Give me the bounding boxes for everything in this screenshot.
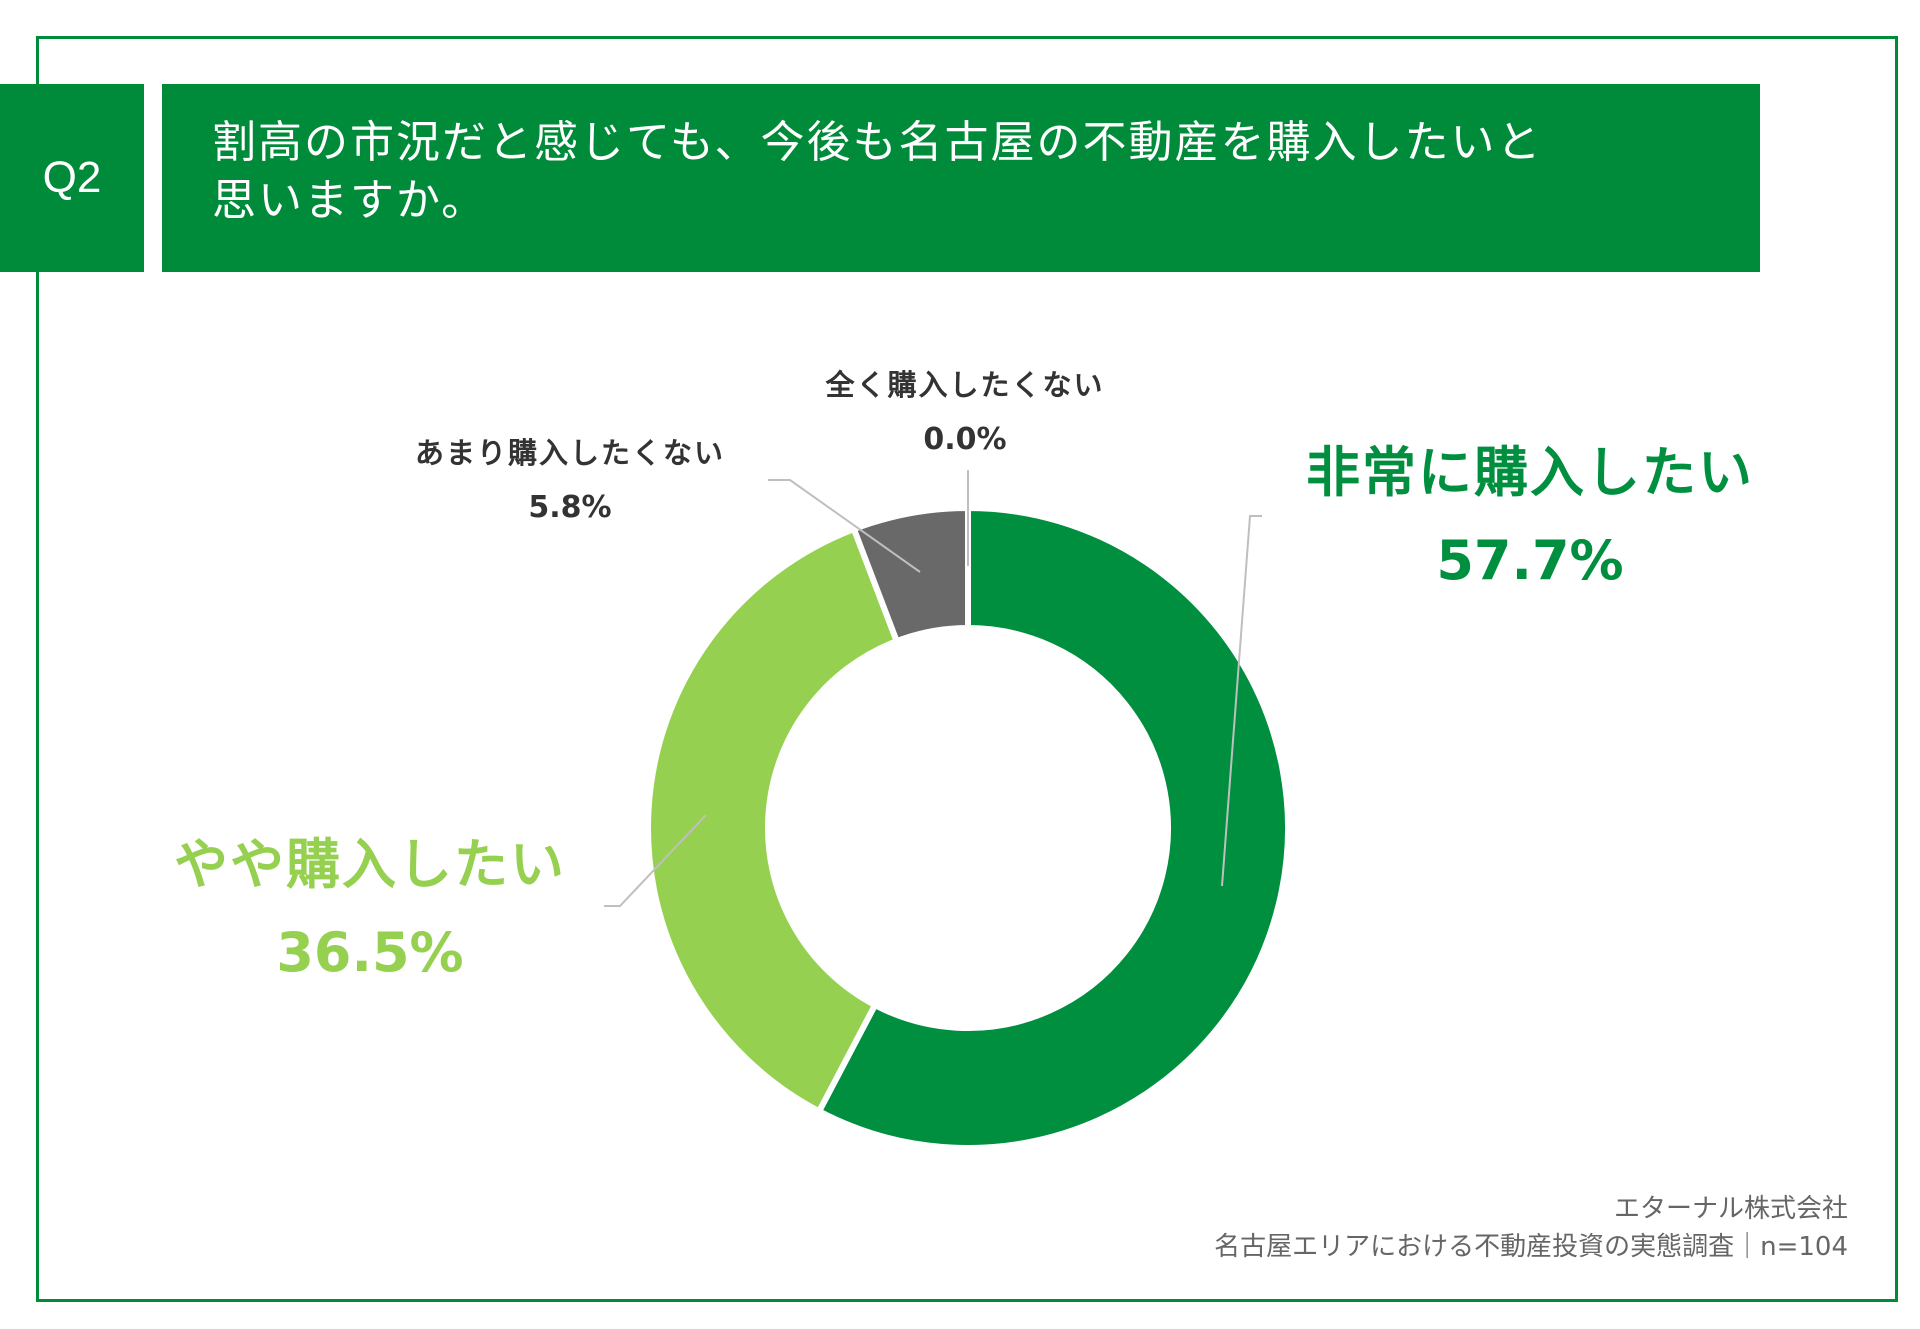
label-not-at-all: 全く購入したくない 0.0%	[790, 362, 1140, 457]
leader-not-much	[768, 479, 921, 573]
label-very-want-value: 57.7%	[1436, 529, 1624, 592]
label-very-want-name: 非常に購入したい	[1306, 441, 1754, 504]
question-title: 割高の市況だと感じても、今後も名古屋の不動産を購入したいと 思いますか。	[162, 84, 1760, 272]
label-somewhat-want-name: やや購入したい	[174, 833, 566, 896]
leader-very-want	[1221, 515, 1262, 887]
label-not-much-value: 5.8%	[528, 490, 612, 525]
leader-somewhat-want	[604, 814, 707, 907]
label-not-at-all-value: 0.0%	[923, 422, 1007, 457]
slice-somewhat-want	[645, 526, 900, 1115]
label-very-want: 非常に購入したい 57.7%	[1270, 428, 1790, 592]
question-text-line-1: 割高の市況だと感じても、今後も名古屋の不動産を購入したいと	[212, 117, 1543, 168]
label-somewhat-want: やや購入したい 36.5%	[150, 820, 590, 984]
label-not-at-all-name: 全く購入したくない	[825, 368, 1105, 402]
source-survey: 名古屋エリアにおける不動産投資の実態調査｜n=104	[1214, 1232, 1848, 1262]
label-not-much-name: あまり購入したくない	[414, 436, 725, 470]
chart-frame	[36, 36, 1898, 1302]
question-badge: Q2	[0, 84, 144, 272]
question-number: Q2	[42, 153, 102, 202]
label-not-much: あまり購入したくない 5.8%	[380, 430, 760, 525]
question-text-line-2: 思いますか。	[212, 175, 488, 226]
label-somewhat-want-value: 36.5%	[276, 921, 464, 984]
source-company: エターナル株式会社	[1613, 1194, 1848, 1224]
slice-very-want	[816, 505, 1291, 1151]
source-footer: エターナル株式会社 名古屋エリアにおける不動産投資の実態調査｜n=104	[1214, 1190, 1848, 1266]
